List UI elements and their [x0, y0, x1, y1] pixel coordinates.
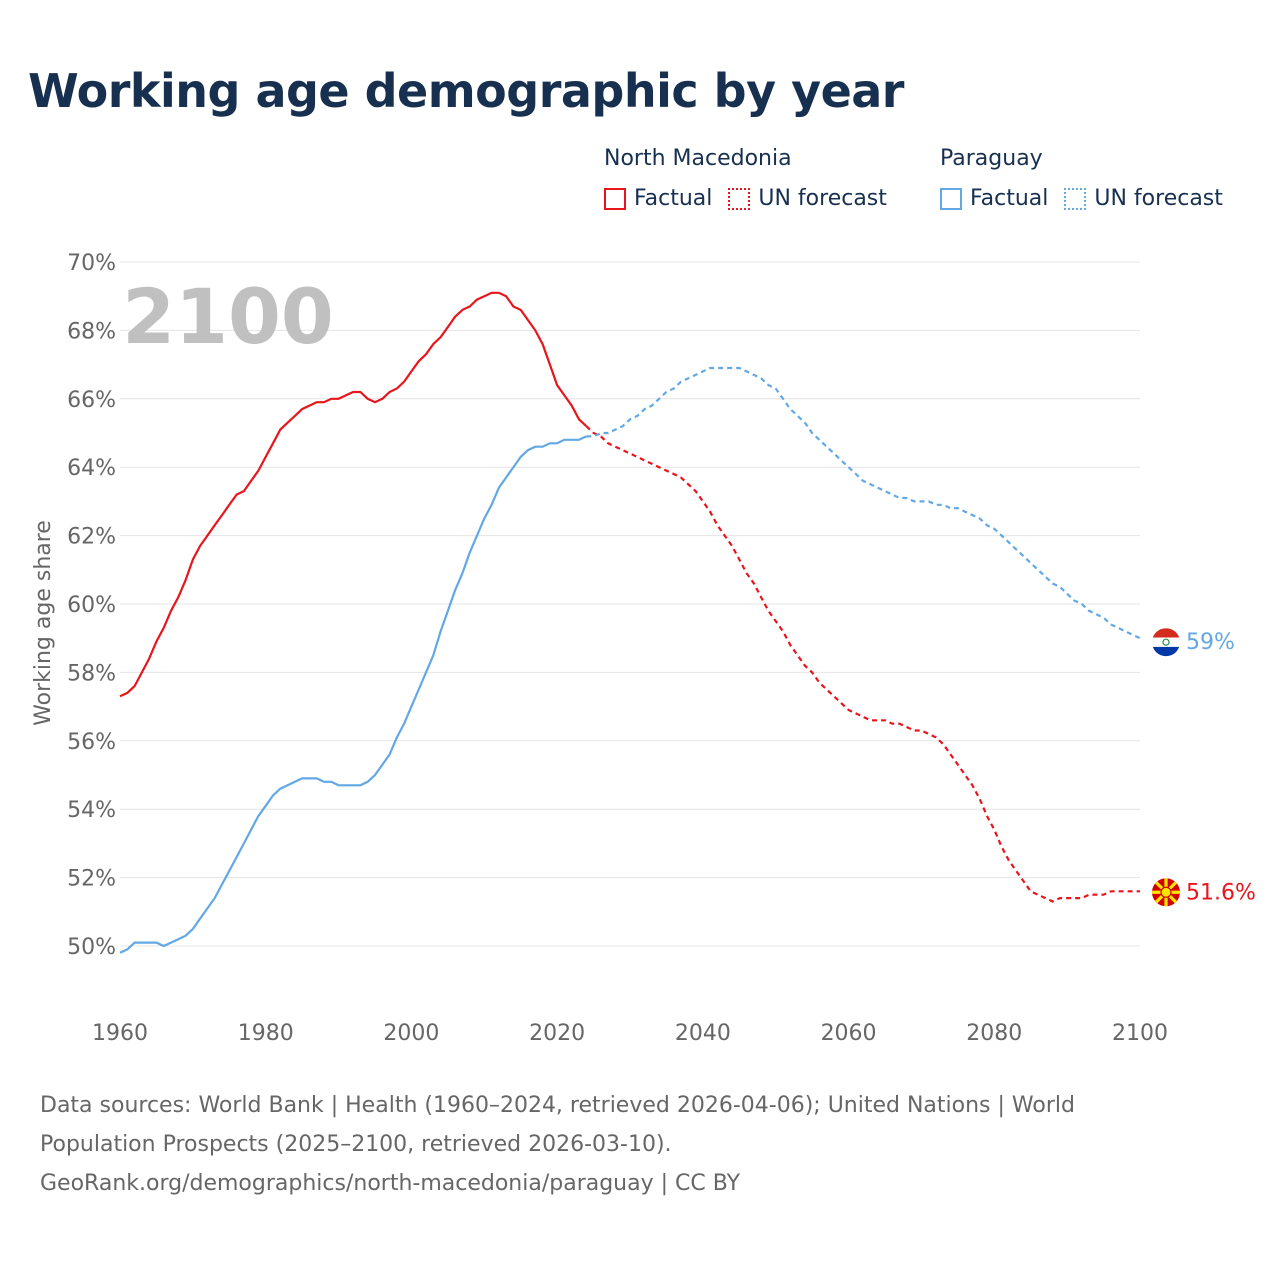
x-tick-label: 1980 [238, 1021, 294, 1046]
y-tick-label: 68% [67, 319, 116, 344]
chart-title: Working age demographic by year [28, 64, 905, 118]
x-tick-label: 2060 [821, 1021, 877, 1046]
legend-label-forecast: UN forecast [758, 186, 887, 211]
legend-item-forecast[interactable]: UN forecast [1064, 186, 1223, 211]
factual-swatch-red [604, 187, 626, 210]
x-axis-ticks: 1960 1980 2000 2020 2040 2060 2080 2100 [92, 1021, 1168, 1046]
paraguay-factual-line[interactable] [119, 435, 587, 954]
y-tick-label: 62% [67, 525, 116, 550]
x-tick-label: 2000 [383, 1021, 439, 1046]
y-tick-label: 52% [67, 867, 116, 892]
year-watermark: 2100 [122, 272, 334, 361]
y-axis-ticks: 50% 52% 54% 56% 58% 60% 62% 64% 66% 68% 70% [67, 251, 116, 960]
x-tick-label: 2040 [675, 1021, 731, 1046]
north-macedonia-flag-icon [1152, 878, 1180, 907]
source-link[interactable]: GeoRank.org/demographics/north-macedonia… [40, 1171, 741, 1196]
paraguay-flag-icon [1152, 628, 1180, 657]
forecast-swatch-blue [1064, 187, 1087, 210]
legend-label-forecast: UN forecast [1094, 186, 1223, 211]
x-tick-label: 1960 [92, 1021, 148, 1046]
y-axis-label: Working age share [31, 520, 56, 726]
legend-item-factual[interactable]: Factual [604, 186, 712, 211]
legend-country-name: Paraguay [940, 146, 1043, 171]
series-lines [119, 291, 1141, 954]
legend-item-factual[interactable]: Factual [940, 186, 1048, 211]
y-tick-label: 70% [67, 251, 116, 276]
y-tick-label: 64% [67, 456, 116, 481]
paraguay-end-value-label: 59% [1186, 630, 1235, 655]
y-tick-label: 50% [67, 935, 116, 960]
data-source-note: Data sources: World Bank | Health (1960–… [40, 1086, 1220, 1203]
x-tick-label: 2100 [1112, 1021, 1168, 1046]
y-tick-label: 66% [67, 388, 116, 413]
legend-label-factual: Factual [970, 186, 1049, 211]
source-line-1: Data sources: World Bank | Health (1960–… [40, 1093, 1075, 1118]
legend-label-factual: Factual [634, 186, 713, 211]
legend-item-forecast[interactable]: UN forecast [728, 186, 887, 211]
north-macedonia-forecast-line[interactable] [585, 425, 1140, 903]
x-tick-label: 2080 [966, 1021, 1022, 1046]
gridlines [120, 261, 1140, 947]
y-tick-label: 60% [67, 593, 116, 618]
y-tick-label: 54% [67, 798, 116, 823]
y-tick-label: 58% [67, 661, 116, 686]
legend-country-name: North Macedonia [604, 146, 792, 171]
forecast-swatch-red [728, 187, 751, 210]
paraguay-forecast-line[interactable] [586, 366, 1141, 640]
legend-north-macedonia[interactable]: North Macedonia Factual UN forecast [604, 146, 903, 211]
north-macedonia-end-value-label: 51.6% [1186, 880, 1256, 905]
north-macedonia-factual-line[interactable] [119, 291, 588, 698]
legend-paraguay[interactable]: Paraguay Factual UN forecast [940, 146, 1239, 211]
y-tick-label: 56% [67, 730, 116, 755]
source-line-2: Population Prospects (2025–2100, retriev… [40, 1132, 672, 1157]
line-chart[interactable]: 50%52%54%56%58%60%62%64%66%68%70% 1960 19… [0, 0, 1280, 1080]
factual-swatch-blue [940, 187, 962, 210]
x-tick-label: 2020 [529, 1021, 585, 1046]
